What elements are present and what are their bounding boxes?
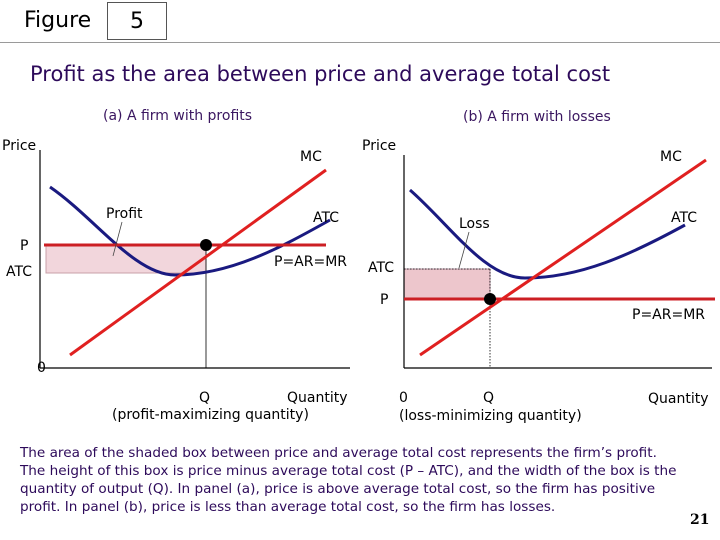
panel-a-profit-pointer [112,221,123,257]
panel-b-q-label: Q [483,390,494,406]
panel-b-y-axis-label: Price [362,138,396,154]
panel-b-loss-pointer [458,231,470,269]
panel-a-atc-level-label: ATC [6,264,32,280]
panel-b-atc-curve-label: ATC [671,210,697,226]
panel-b-demand-label: P=AR=MR [632,307,705,323]
panel-a-y-axis-label: Price [2,138,36,154]
panel-b-title: (b) A firm with losses [463,109,611,125]
panel-b-q-note: (loss-minimizing quantity) [399,408,582,424]
panel-a-mc-curve [69,168,327,357]
panel-b-mc-curve [419,158,707,357]
panel-b-graph: Price MC ATC Loss ATC P P=AR=MR 0 Q Quan… [362,138,715,424]
panel-a-atc-curve-label: ATC [313,210,339,226]
panel-a-origin-label: 0 [37,360,46,376]
figure-caption: The area of the shaded box between price… [20,445,677,515]
panel-b-optimum-point [484,293,496,305]
panel-b-atc-curve [409,188,686,280]
panel-a-demand-label: P=AR=MR [274,254,347,270]
panel-a-x-axis-label: Quantity [287,390,348,406]
panel-b-p-level-label: P [380,292,388,308]
panel-a-q-note: (profit-maximizing quantity) [112,407,309,423]
panel-b-mc-label: MC [660,149,682,165]
figure-label: Figure [24,8,92,33]
panel-a-p-level-label: P [20,238,28,254]
panel-a-q-label: Q [199,390,210,406]
panel-b-loss-box [403,268,491,300]
panel-a-mc-label: MC [300,149,322,165]
panel-a-profit-label: Profit [106,206,143,222]
panel-a-optimum-point [200,239,212,251]
panel-b-atc-level-label: ATC [368,260,394,276]
figure-number: 5 [130,8,144,34]
panel-a-title: (a) A firm with profits [103,108,253,124]
panel-b-x-axis-label: Quantity [648,391,709,407]
header-divider [0,42,720,43]
panel-b-loss-label: Loss [459,216,490,232]
page-number: 21 [690,512,710,528]
slide-title: Profit as the area between price and ave… [30,62,611,86]
figure-number-box: 5 [107,2,167,40]
panel-b-origin-label: 0 [399,390,408,406]
panel-a-graph: Price MC Profit ATC P P=AR=MR ATC 0 Q Qu… [2,138,350,423]
panel-a-profit-box [45,244,207,274]
